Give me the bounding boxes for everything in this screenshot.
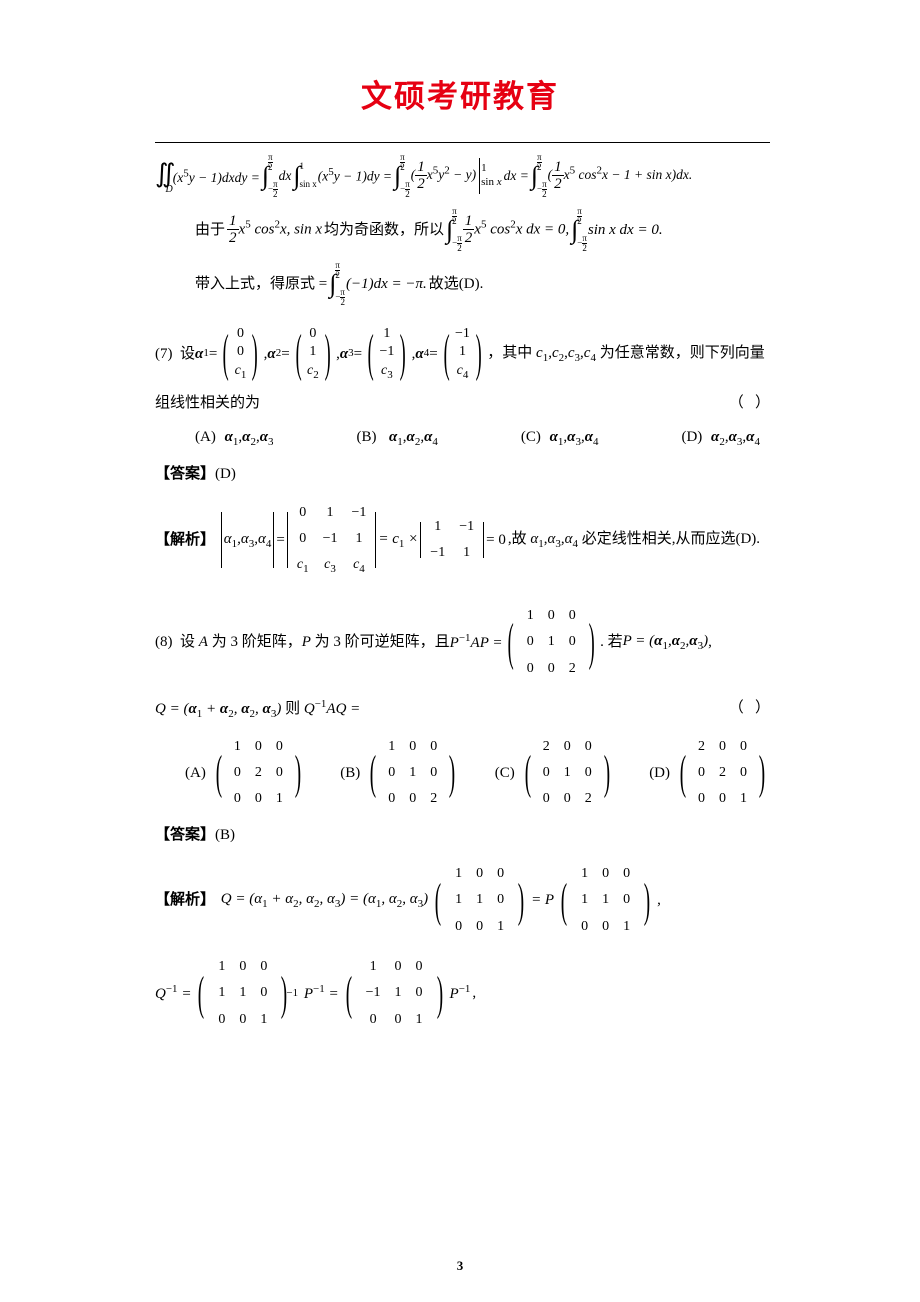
q7-stem: (7) 设 α1 = (00c1) , α2 = (01c2) , α3 = (… [155,325,770,383]
q7-option-a: (A) α1,α2,α3 [195,425,274,452]
q7-options: (A) α1,α2,α3 (B) α1,α2,α4 (C) α1,α3,α4 (… [155,425,770,452]
header-rule [155,142,770,143]
q8-options: (A) (100020001) (B) (100010002) (C) (200… [155,734,770,813]
q8-answer: 【答案】(B) [155,823,770,847]
main-content: ∬D(x5y − 1)dxdy = ∫π2−π2 dx ∫1sin x (x5y… [0,122,920,1071]
q8-stem2: Q = (α1 + α2, α2, α3) 则 Q−1AQ = （ ） [155,696,770,724]
q7-option-b: (B) α1,α2,α4 [356,425,437,452]
q7-option-c: (C) α1,α3,α4 [521,425,599,452]
q8-stem: (8) 设 A 为 3 阶矩阵，P 为 3 阶可逆矩阵，且 P−1AP = ( … [155,603,770,682]
q8-option-d: (D) (200020001) [649,734,770,813]
q8-option-b: (B) (100010002) [340,734,460,813]
q7-label: (7) [155,342,173,366]
solution-final: 带入上式，得原式 = ∫π2−π2 (−1)dx = −π. 故选(D). [155,261,770,307]
q7-stem-cont: 组线性相关的为 （ ） [155,391,770,415]
q8-option-c: (C) (200010002) [495,734,615,813]
q7-option-d: (D) α2,α3,α4 [681,425,760,452]
solution-odd-functions: 由于 12x5 cos2x, sin x 均为奇函数，所以 ∫π2−π2 12x… [155,207,770,253]
page-number: 3 [0,1256,920,1277]
q8-analysis-1: 【解析】 Q = (α1 + α2, α2, α3) = (α1, α2, α3… [155,861,770,940]
solution-integral-line1: ∬D(x5y − 1)dxdy = ∫π2−π2 dx ∫1sin x (x5y… [155,153,770,199]
q8-analysis-2: Q−1 = (100110001) −1 P−1 = (100−110001) … [155,954,770,1033]
q8-option-a: (A) (100020001) [185,734,306,813]
q7-answer: 【答案】(D) [155,462,770,486]
q7-analysis: 【解析】 α1,α3,α4 = 01−10−11c1c3c4 = c1 × 1−… [155,500,770,581]
page-header: 文硕考研教育 [0,0,920,122]
